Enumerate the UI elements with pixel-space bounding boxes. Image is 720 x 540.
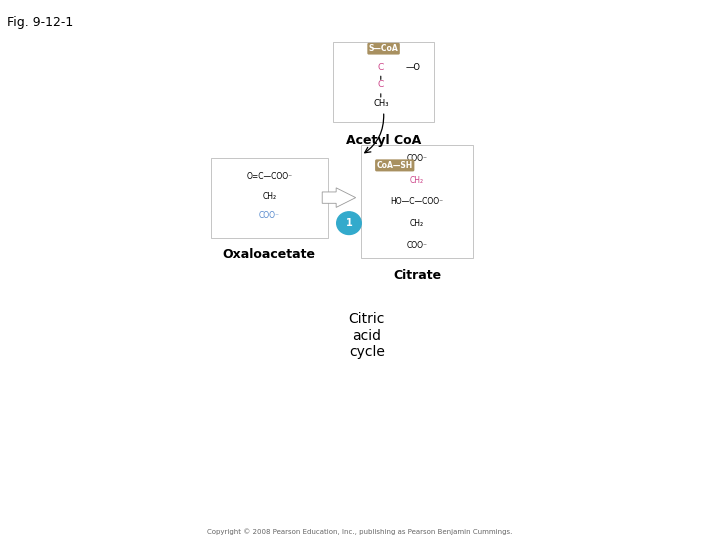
FancyBboxPatch shape [333, 42, 433, 122]
FancyBboxPatch shape [361, 145, 473, 258]
Text: 1: 1 [346, 218, 352, 228]
Text: CoA—SH: CoA—SH [377, 161, 413, 170]
Text: C: C [378, 80, 384, 89]
Text: Acetyl CoA: Acetyl CoA [346, 134, 421, 147]
Text: COO⁻: COO⁻ [407, 154, 428, 163]
Text: CH₂: CH₂ [410, 176, 424, 185]
Text: Oxaloacetate: Oxaloacetate [222, 248, 315, 261]
Text: Citrate: Citrate [393, 268, 441, 281]
Circle shape [337, 212, 361, 234]
Text: CH₂: CH₂ [410, 219, 424, 228]
Text: COO⁻: COO⁻ [258, 211, 279, 220]
Text: HO—C—COO⁻: HO—C—COO⁻ [390, 197, 444, 206]
FancyBboxPatch shape [211, 158, 328, 238]
Text: Copyright © 2008 Pearson Education, Inc., publishing as Pearson Benjamin Cumming: Copyright © 2008 Pearson Education, Inc.… [207, 528, 513, 535]
Text: —O: —O [406, 63, 421, 72]
FancyArrow shape [323, 188, 356, 207]
Text: Citric
acid
cycle: Citric acid cycle [348, 312, 385, 359]
Text: CH₃: CH₃ [373, 99, 389, 109]
Text: COO⁻: COO⁻ [407, 240, 428, 249]
Text: O=C—COO⁻: O=C—COO⁻ [246, 172, 292, 181]
Text: C: C [378, 63, 384, 72]
Text: S—CoA: S—CoA [369, 44, 398, 53]
Text: Fig. 9-12-1: Fig. 9-12-1 [7, 16, 73, 29]
Text: CH₂: CH₂ [262, 192, 276, 201]
